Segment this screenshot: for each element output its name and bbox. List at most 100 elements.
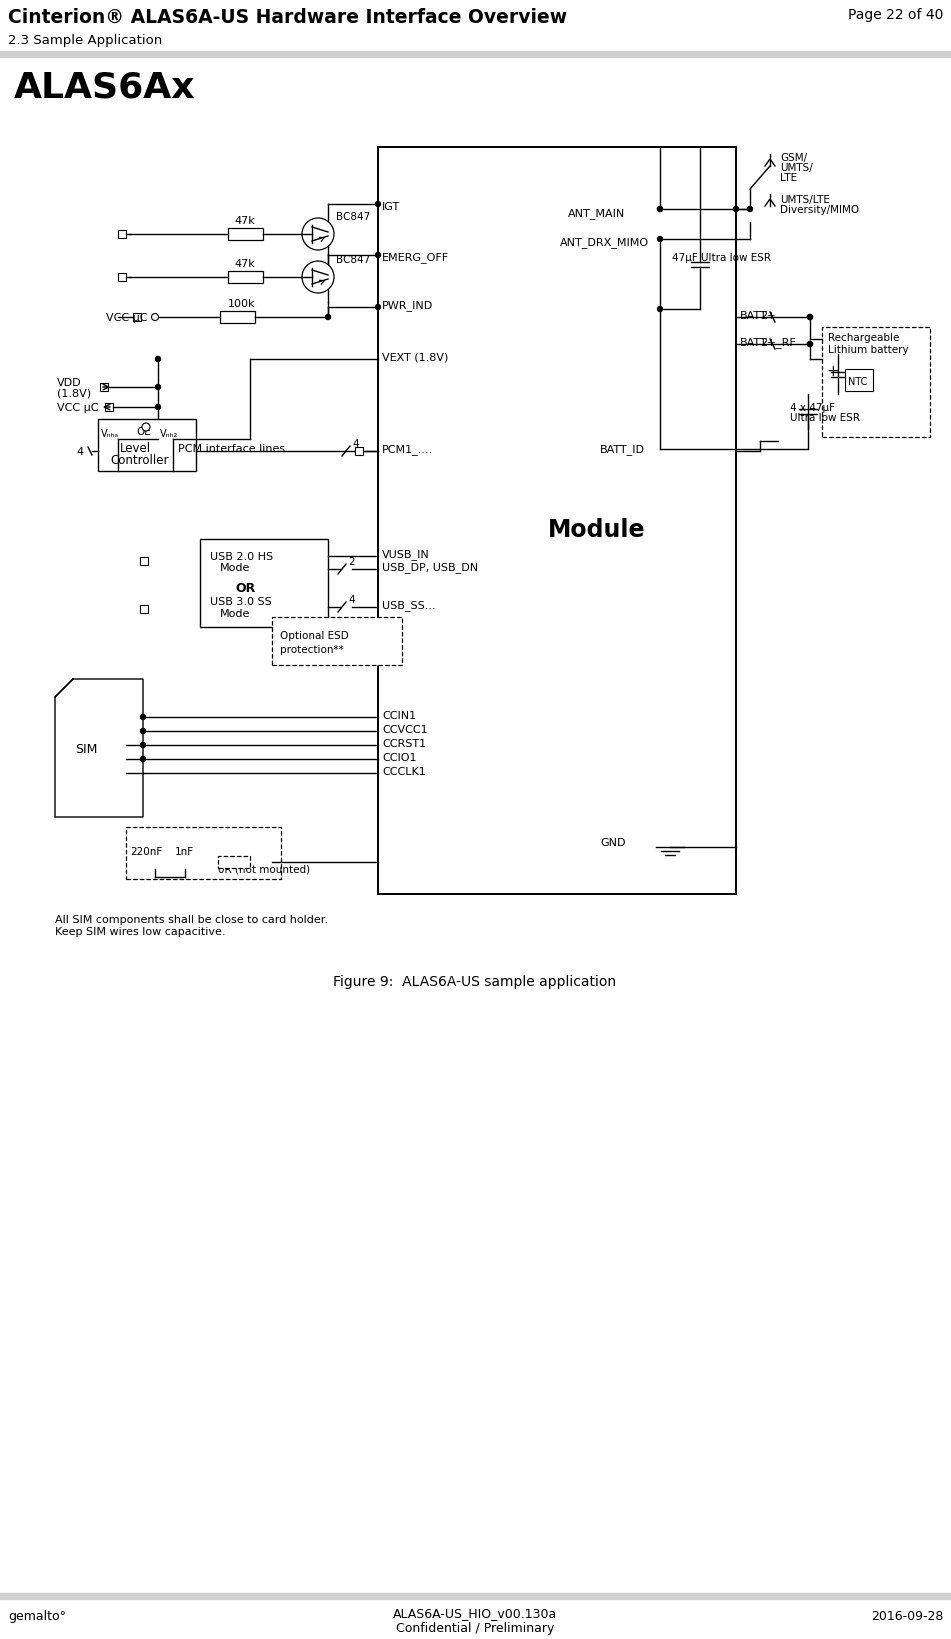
Text: IGT: IGT (382, 202, 400, 211)
Bar (218, 857, 250, 869)
Text: 4: 4 (76, 447, 83, 457)
Circle shape (141, 729, 146, 734)
Text: Ultra low ESR: Ultra low ESR (790, 413, 860, 423)
Text: ANT_DRX_MIMO: ANT_DRX_MIMO (560, 238, 650, 247)
Text: All SIM components shall be close to card holder.: All SIM components shall be close to car… (55, 915, 328, 924)
Text: VUSB_IN: VUSB_IN (382, 549, 430, 561)
Text: 4: 4 (348, 595, 355, 605)
Text: VDD: VDD (57, 377, 82, 388)
Text: UMTS/: UMTS/ (780, 162, 813, 172)
Text: USB_SS...: USB_SS... (382, 600, 436, 611)
Text: 0R (not mounted): 0R (not mounted) (218, 864, 310, 875)
Circle shape (156, 385, 161, 390)
Text: Rechargeable: Rechargeable (828, 333, 900, 343)
Text: UMTS/LTE: UMTS/LTE (780, 195, 830, 205)
Text: BATT+_RF: BATT+_RF (740, 338, 797, 347)
Circle shape (156, 357, 161, 362)
Text: 2016-09-28: 2016-09-28 (870, 1609, 943, 1623)
Bar (105, 403, 113, 411)
Bar (272, 618, 402, 665)
Text: 2: 2 (760, 338, 767, 347)
Text: CCRST1: CCRST1 (382, 739, 426, 749)
Bar (140, 606, 148, 613)
Text: BATT+: BATT+ (740, 311, 777, 321)
Circle shape (747, 208, 752, 213)
Circle shape (807, 315, 812, 320)
Text: 220nF: 220nF (130, 846, 163, 857)
Text: Mode: Mode (220, 562, 250, 572)
Text: Confidential / Preliminary: Confidential / Preliminary (396, 1621, 554, 1634)
Text: VCC μC: VCC μC (107, 313, 148, 323)
Text: 1nF: 1nF (175, 846, 194, 857)
Text: GND: GND (600, 838, 626, 847)
Text: Level: Level (120, 441, 151, 454)
Text: protection**: protection** (280, 644, 343, 654)
Text: PWR_IND: PWR_IND (382, 300, 434, 311)
Circle shape (376, 305, 380, 310)
Text: gemalto°: gemalto° (8, 1609, 66, 1623)
Text: EMERG_OFF: EMERG_OFF (382, 252, 449, 264)
Text: VEXT (1.8V): VEXT (1.8V) (382, 352, 448, 362)
Bar (126, 828, 281, 880)
Text: Vₙₕ₂: Vₙₕ₂ (160, 429, 178, 439)
Text: PCM interface lines: PCM interface lines (178, 444, 285, 454)
Bar (845, 370, 873, 392)
Circle shape (657, 208, 663, 213)
Circle shape (376, 254, 380, 259)
Text: 2: 2 (760, 311, 767, 321)
Bar (200, 539, 328, 628)
Text: +: + (826, 364, 839, 379)
Circle shape (141, 757, 146, 762)
Circle shape (142, 425, 150, 431)
Circle shape (156, 405, 161, 410)
Bar (98, 420, 196, 472)
Text: Vₙₕₐ: Vₙₕₐ (101, 429, 119, 439)
Text: Optional ESD: Optional ESD (280, 631, 349, 641)
Bar (220, 311, 255, 325)
Text: USB_DP, USB_DN: USB_DP, USB_DN (382, 562, 478, 574)
Text: 2.3 Sample Application: 2.3 Sample Application (8, 34, 163, 48)
Bar (133, 313, 141, 321)
Circle shape (302, 262, 334, 293)
Text: CCIO1: CCIO1 (382, 752, 417, 762)
Text: ANT_MAIN: ANT_MAIN (568, 208, 625, 220)
Text: LTE: LTE (780, 172, 797, 184)
Text: 4 x 47μF: 4 x 47μF (790, 403, 835, 413)
Text: BATT_ID: BATT_ID (600, 444, 645, 456)
Text: 47μF Ultra low ESR: 47μF Ultra low ESR (672, 252, 771, 262)
Bar (118, 231, 126, 239)
Circle shape (302, 220, 334, 251)
Bar (100, 384, 108, 392)
Text: 47k: 47k (234, 216, 255, 226)
Text: NTC: NTC (848, 377, 867, 387)
Circle shape (376, 202, 380, 208)
Circle shape (807, 343, 812, 347)
Text: Diversity/MIMO: Diversity/MIMO (780, 205, 859, 215)
Text: CCCLK1: CCCLK1 (382, 767, 426, 777)
Text: CCIN1: CCIN1 (382, 711, 417, 721)
Text: Cinterion® ALAS6A-US Hardware Interface Overview: Cinterion® ALAS6A-US Hardware Interface … (8, 8, 567, 26)
Text: PCM1_....: PCM1_.... (382, 444, 434, 456)
Circle shape (141, 742, 146, 747)
Bar (140, 557, 148, 565)
Bar (378, 148, 736, 895)
Text: 2: 2 (348, 557, 355, 567)
Circle shape (807, 315, 812, 320)
Bar (822, 328, 930, 438)
Text: Page 22 of 40: Page 22 of 40 (847, 8, 943, 21)
Text: VCC μC: VCC μC (57, 403, 99, 413)
Circle shape (141, 715, 146, 720)
Text: Module: Module (548, 518, 646, 541)
Text: BC847: BC847 (336, 211, 370, 221)
Circle shape (733, 208, 739, 213)
Text: Figure 9:  ALAS6A-US sample application: Figure 9: ALAS6A-US sample application (334, 975, 616, 988)
Text: OE: OE (136, 426, 151, 436)
Text: 47k: 47k (234, 259, 255, 269)
Circle shape (807, 343, 812, 347)
Circle shape (657, 308, 663, 313)
Text: USB 3.0 SS: USB 3.0 SS (210, 597, 272, 606)
Bar (228, 272, 263, 284)
Text: BC847: BC847 (336, 254, 370, 266)
Text: Lithium battery: Lithium battery (828, 344, 908, 354)
Text: 100k: 100k (228, 298, 256, 308)
